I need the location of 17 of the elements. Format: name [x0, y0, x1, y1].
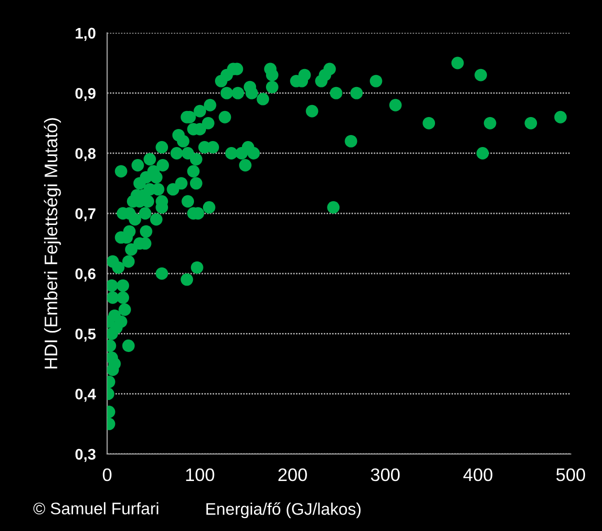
y-tick-label: 0,6 [75, 268, 96, 282]
text: © Samuel Furfari [33, 502, 158, 514]
x-tick-label: 200 [278, 468, 307, 482]
y-tick-label: 0,5 [75, 328, 96, 342]
y-tick-label: 0,8 [75, 148, 96, 162]
y-tick-label: 0,9 [75, 88, 96, 101]
y-tick-label: 0,7 [75, 208, 96, 222]
y-tick-label: 0,4 [75, 388, 96, 402]
x-tick-label: 300 [370, 468, 400, 482]
x-tick-label: 100 [186, 468, 214, 482]
x-axis-title: Energia/fő (GJ/lakos) [206, 502, 361, 518]
y-axis-title: HDI (Emberi Fejlettségi Mutató) [44, 118, 61, 368]
y-tick-label: 1,0 [76, 28, 96, 41]
x-tick-label: 0 [102, 468, 112, 482]
y-tick-label: 0,3 [75, 448, 96, 462]
x-tick-label: 400 [463, 468, 492, 482]
x-tick-label: 500 [556, 468, 586, 482]
